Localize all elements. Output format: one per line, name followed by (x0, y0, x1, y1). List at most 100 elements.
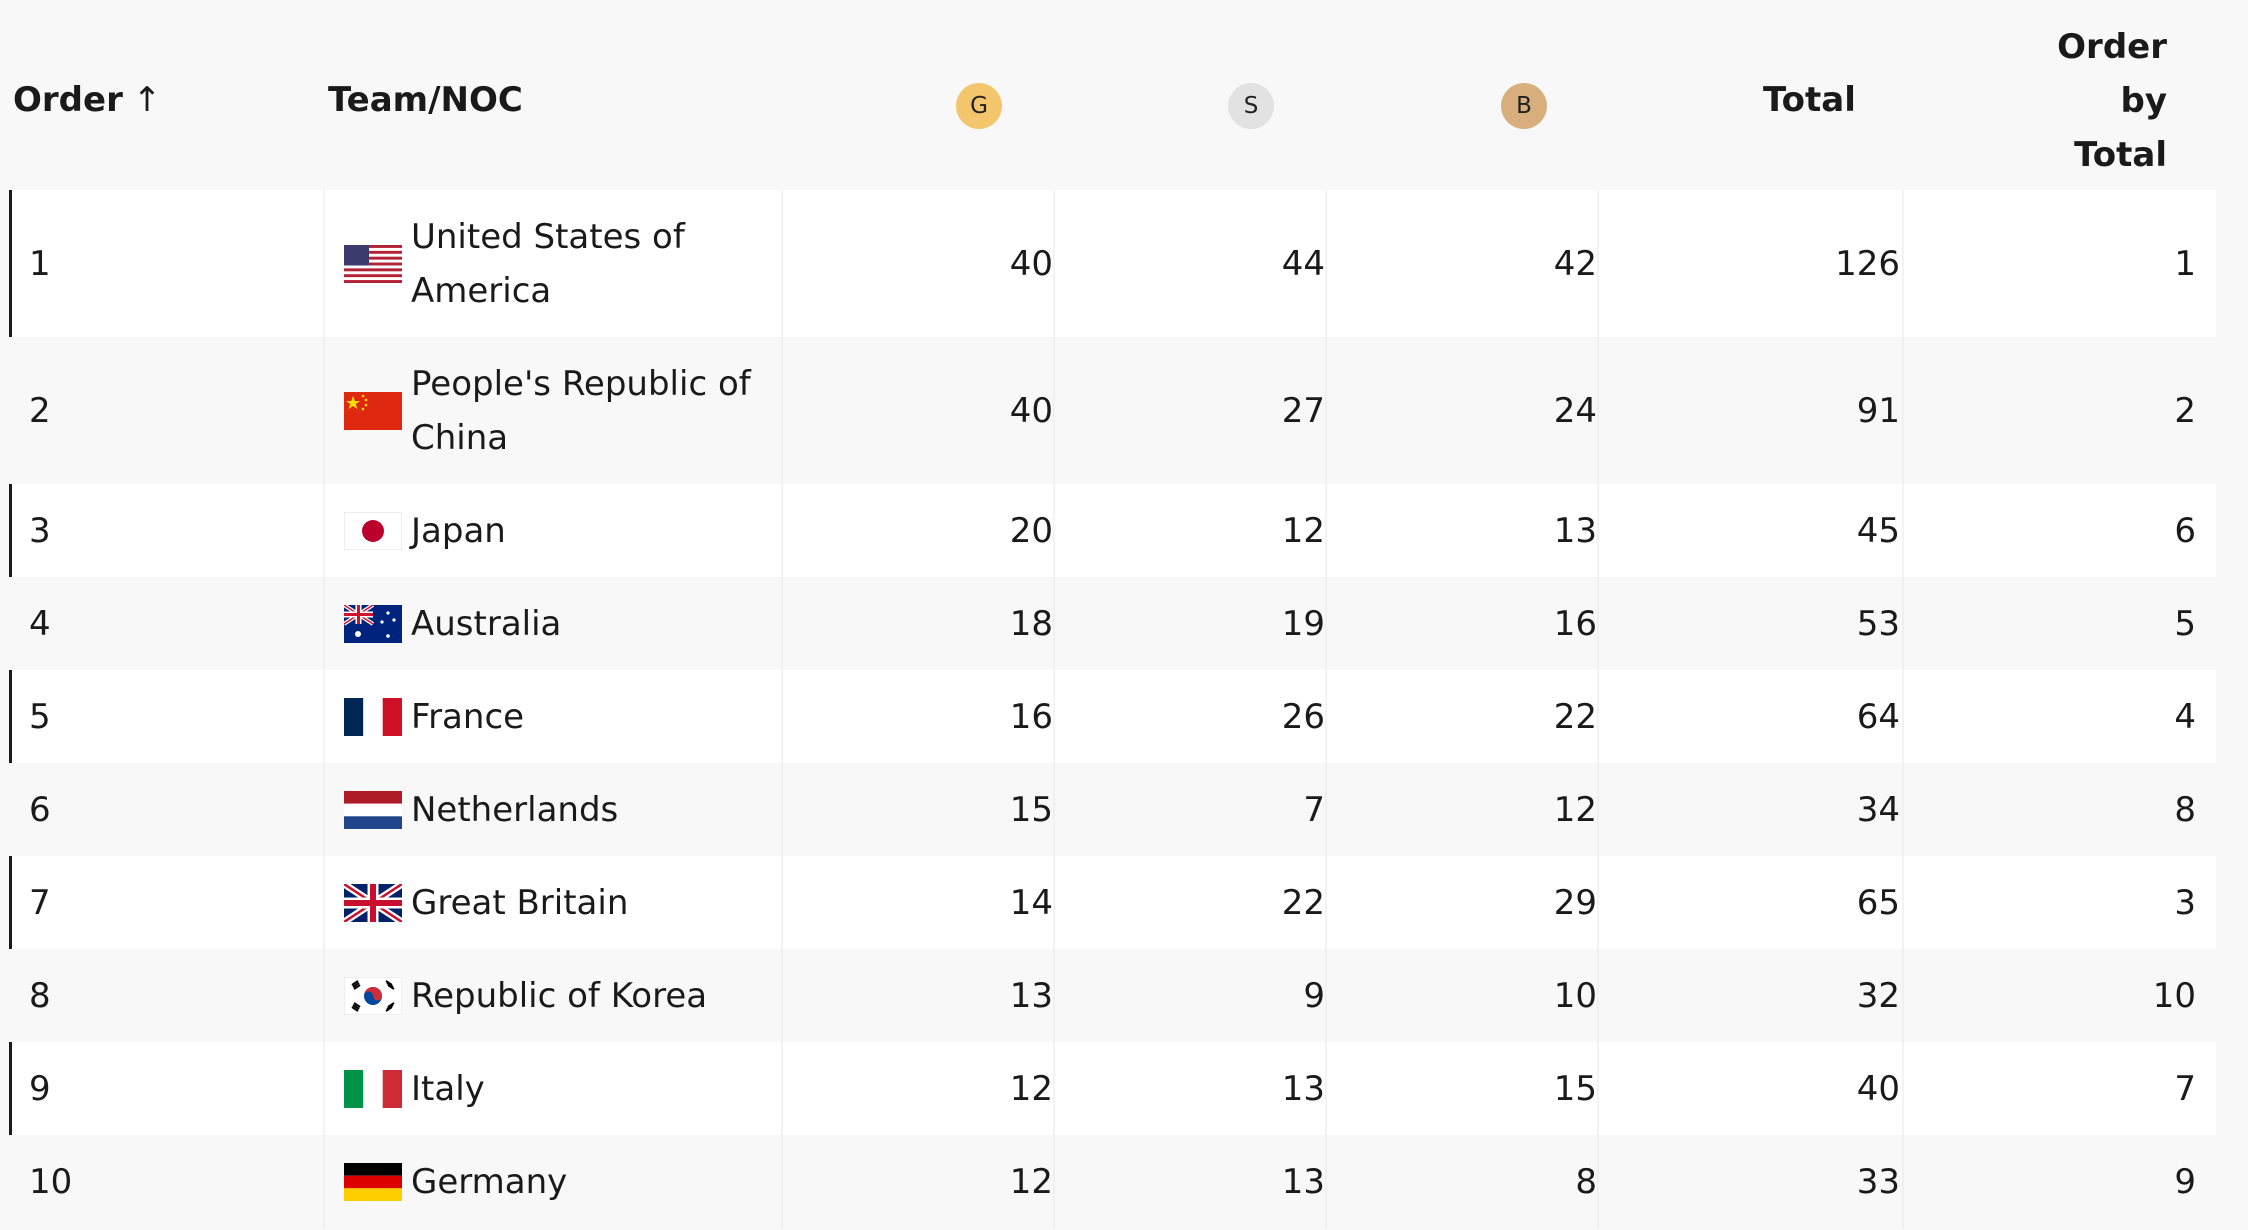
team-name[interactable]: Italy (411, 1062, 485, 1116)
team-name[interactable]: Australia (411, 597, 561, 651)
silver-medal-icon[interactable]: S (1228, 83, 1274, 129)
team-cell[interactable]: Great Britain (344, 856, 774, 949)
team-name[interactable]: Japan (411, 504, 506, 558)
team-column-header[interactable]: Team/NOC (328, 80, 523, 120)
order-by-total-line1: Order (2057, 27, 2167, 67)
team-cell[interactable]: Netherlands (344, 763, 774, 856)
team-cell[interactable]: Japan (344, 484, 774, 577)
team-cell[interactable]: Germany (344, 1135, 774, 1228)
row-cells: 4 Australia 18 19 16 53 5 (9, 577, 2216, 670)
table-row[interactable]: 10 Germany 12 13 8 33 9 (0, 1135, 2248, 1228)
team-name-line1: Australia (411, 603, 562, 644)
team-cell[interactable]: Australia (344, 577, 774, 670)
team-name-line1: United States of (411, 216, 685, 257)
team-name[interactable]: Republic of Korea (411, 969, 707, 1023)
order-by-total-cell: 2 (2174, 390, 2196, 431)
team-name-line1: France (411, 696, 525, 737)
silver-count-cell: 27 (1281, 390, 1325, 431)
order-cell: 10 (29, 1161, 73, 1202)
column-divider (1902, 1042, 1904, 1135)
total-count-cell: 40 (1856, 1068, 1900, 1109)
table-row[interactable]: 2 People's Republic of China 40 27 24 91 2 (0, 337, 2248, 484)
silver-count-cell: 19 (1281, 603, 1325, 644)
row-accent-bar (9, 856, 12, 949)
bronze-count-cell: 29 (1553, 882, 1597, 923)
column-divider (1902, 670, 1904, 763)
team-cell[interactable]: Italy (344, 1042, 774, 1135)
bronze-medal-icon[interactable]: B (1501, 83, 1547, 129)
column-divider (1053, 337, 1055, 484)
order-cell: 5 (29, 696, 51, 737)
team-name-line2: America (411, 270, 552, 311)
bronze-count-cell: 16 (1553, 603, 1597, 644)
column-divider (1597, 190, 1599, 337)
order-by-total-cell: 5 (2174, 603, 2196, 644)
column-divider (781, 484, 783, 577)
team-name[interactable]: Germany (411, 1155, 567, 1209)
table-row[interactable]: 7 Great Britain 14 22 29 65 3 (0, 856, 2248, 949)
order-cell: 8 (29, 975, 51, 1016)
table-row[interactable]: 8 Republic of Korea 13 9 10 32 10 (0, 949, 2248, 1042)
table-row[interactable]: 1 United States of America 40 44 42 126 1 (0, 190, 2248, 337)
table-row[interactable]: 9 Italy 12 13 15 40 7 (0, 1042, 2248, 1135)
order-cell: 1 (29, 243, 51, 284)
team-name[interactable]: United States of America (411, 210, 685, 318)
table-row[interactable]: 6 Netherlands 15 7 12 34 8 (0, 763, 2248, 856)
team-cell[interactable]: France (344, 670, 774, 763)
column-divider (1902, 856, 1904, 949)
germany-flag-icon (344, 1162, 402, 1201)
total-count-cell: 33 (1856, 1161, 1900, 1202)
order-by-total-cell: 8 (2174, 789, 2196, 830)
column-divider (1053, 484, 1055, 577)
team-cell[interactable]: United States of America (344, 190, 774, 337)
total-count-cell: 32 (1856, 975, 1900, 1016)
column-divider (781, 763, 783, 856)
team-name[interactable]: Great Britain (411, 876, 628, 930)
table-row[interactable]: 3 Japan 20 12 13 45 6 (0, 484, 2248, 577)
order-by-total-cell: 6 (2174, 510, 2196, 551)
order-by-total-line3: Total (2074, 135, 2167, 175)
sort-ascending-icon[interactable]: ↑ (132, 80, 162, 120)
row-accent-bar (9, 190, 12, 337)
order-header-label: Order (13, 80, 123, 120)
total-column-header[interactable]: Total (1763, 80, 1856, 120)
total-count-cell: 126 (1835, 243, 1900, 284)
order-by-total-column-header[interactable]: Order by Total (2057, 20, 2167, 182)
order-by-total-cell: 10 (2152, 975, 2196, 1016)
gold-count-cell: 16 (1009, 696, 1053, 737)
column-divider (1325, 484, 1327, 577)
bronze-count-cell: 15 (1553, 1068, 1597, 1109)
column-divider (1597, 484, 1599, 577)
column-divider (1597, 1042, 1599, 1135)
team-name[interactable]: Netherlands (411, 783, 618, 837)
team-name[interactable]: People's Republic of China (411, 357, 751, 465)
column-divider (1902, 190, 1904, 337)
team-name-line1: Germany (411, 1161, 568, 1202)
gold-count-cell: 12 (1009, 1161, 1053, 1202)
team-cell[interactable]: Republic of Korea (344, 949, 774, 1042)
column-divider (781, 856, 783, 949)
order-by-total-line2: by (2120, 81, 2167, 121)
order-column-header[interactable]: Order ↑ (13, 73, 161, 127)
china-flag-icon (344, 391, 402, 430)
bronze-count-cell: 22 (1553, 696, 1597, 737)
table-row[interactable]: 5 France 16 26 22 64 4 (0, 670, 2248, 763)
column-divider (1597, 763, 1599, 856)
table-row[interactable]: 4 Australia 18 19 16 53 5 (0, 577, 2248, 670)
column-divider (1902, 949, 1904, 1042)
gold-count-cell: 14 (1009, 882, 1053, 923)
gold-medal-icon[interactable]: G (956, 83, 1002, 129)
column-divider (1325, 190, 1327, 337)
row-cells: 8 Republic of Korea 13 9 10 32 10 (9, 949, 2216, 1042)
team-cell[interactable]: People's Republic of China (344, 337, 774, 484)
silver-count-cell: 13 (1281, 1068, 1325, 1109)
great-britain-flag-icon (344, 883, 402, 922)
order-cell: 6 (29, 789, 51, 830)
silver-count-cell: 12 (1281, 510, 1325, 551)
column-divider (1325, 949, 1327, 1042)
team-name[interactable]: France (411, 690, 524, 744)
column-divider (1053, 1042, 1055, 1135)
column-divider (323, 670, 325, 763)
column-divider (781, 1135, 783, 1228)
column-divider (323, 949, 325, 1042)
